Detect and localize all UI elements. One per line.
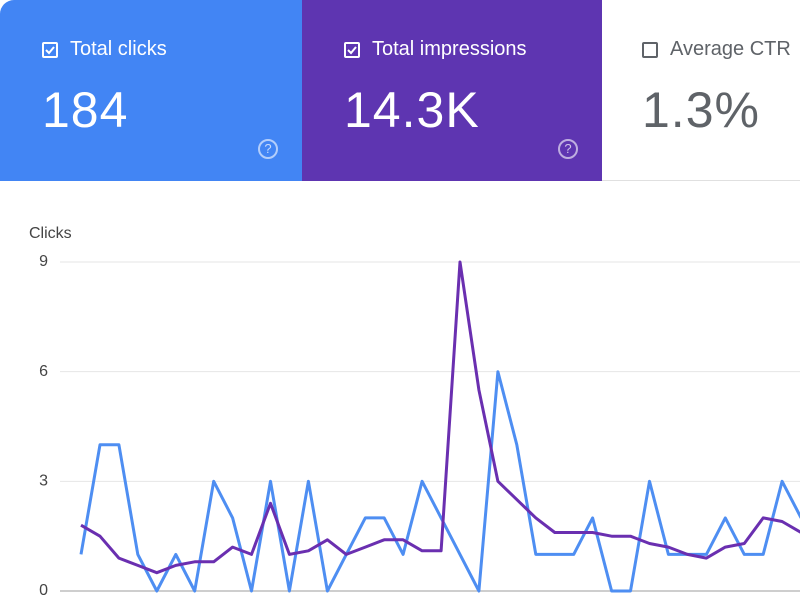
checkbox[interactable] [642,41,658,58]
chart: Clicks 0 3 6 9 [29,225,800,599]
card-label: Total impressions [372,38,527,60]
y-tick-label: 3 [39,473,48,490]
help-icon[interactable]: ? [558,139,578,159]
metric-card[interactable]: Total clicks 184 ? [0,0,302,181]
y-axis-title: Clicks [29,225,72,242]
y-tick-label: 6 [39,363,48,380]
card-value: 1.3% [642,82,760,138]
metric-card[interactable]: Average CTR 1.3% [602,0,800,181]
card-label: Average CTR [670,38,791,60]
y-tick-label: 9 [39,253,48,270]
checkbox[interactable] [42,41,58,58]
card-value: 184 [42,82,129,138]
help-icon[interactable]: ? [258,139,278,159]
card-value: 14.3K [344,82,480,138]
y-tick-label: 0 [39,582,48,599]
card-label: Total clicks [70,38,167,60]
checkbox[interactable] [344,41,360,58]
metric-card[interactable]: Total impressions 14.3K ? [302,0,602,181]
series-line [79,370,800,593]
series-line [80,260,800,575]
